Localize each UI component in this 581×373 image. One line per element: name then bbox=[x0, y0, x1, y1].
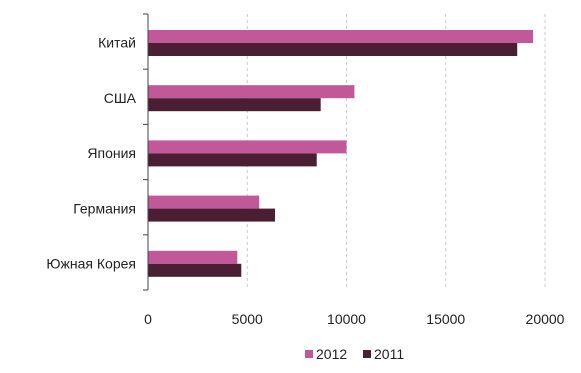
category-label: Южная Корея bbox=[46, 256, 136, 272]
category-label: Германия bbox=[73, 200, 136, 216]
axes bbox=[143, 13, 149, 291]
category-label: Китай bbox=[98, 35, 136, 51]
bar-2011-2 bbox=[148, 98, 321, 112]
x-tick-label: 5000 bbox=[232, 311, 263, 327]
bar-2011-3 bbox=[148, 153, 317, 167]
legend-swatch-2012 bbox=[305, 350, 313, 358]
bar-2012-2 bbox=[148, 85, 355, 99]
bar-2011-1 bbox=[148, 43, 518, 56]
bar-2012-4 bbox=[148, 195, 260, 209]
legend-label-2012: 2012 bbox=[316, 346, 347, 362]
x-tick-label: 20000 bbox=[526, 311, 565, 327]
legend-swatch-2011 bbox=[363, 350, 371, 358]
category-label: Япония bbox=[87, 145, 136, 161]
legend: 2012 2011 bbox=[305, 346, 404, 362]
x-tick-label: 10000 bbox=[327, 311, 366, 327]
x-tick-label: 0 bbox=[144, 311, 152, 327]
labels: Китай США Япония Германия Южная Корея 0 5000 10… bbox=[46, 35, 564, 327]
bar-2012-1 bbox=[148, 30, 534, 43]
bar-2012-3 bbox=[148, 140, 347, 154]
bar-2011-4 bbox=[148, 208, 276, 222]
bar-2012-5 bbox=[148, 250, 238, 264]
legend-label-2011: 2011 bbox=[374, 346, 404, 362]
x-tick-label: 15000 bbox=[426, 311, 465, 327]
bar-2011-5 bbox=[148, 263, 242, 277]
category-label: США bbox=[104, 90, 137, 106]
bars bbox=[148, 30, 534, 277]
